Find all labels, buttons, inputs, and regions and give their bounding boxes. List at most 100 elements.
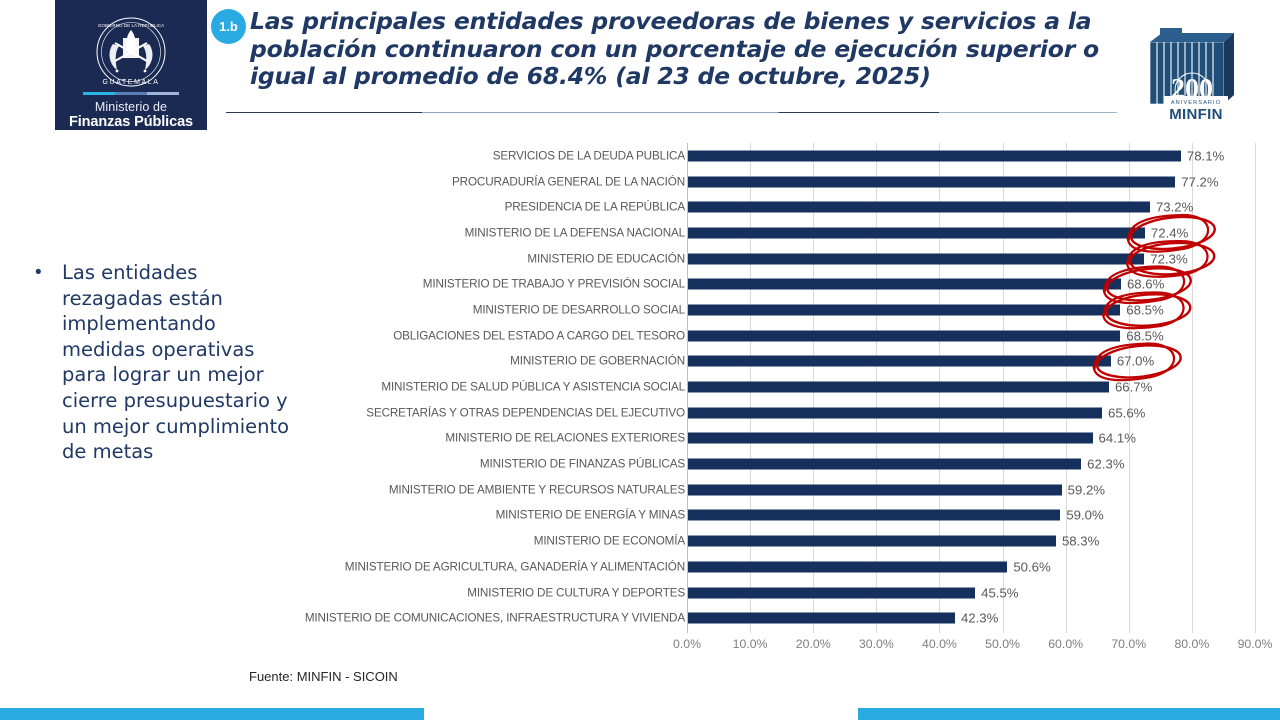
chart-bar — [688, 330, 1121, 342]
chart-value-label: 66.7% — [1114, 379, 1153, 395]
chart-category-label: MINISTERIO DE SALUD PÚBLICA Y ASISTENCIA… — [381, 380, 685, 394]
chart-category-label: MINISTERIO DE TRABAJO Y PREVISIÓN SOCIAL — [422, 277, 685, 291]
chart-bar — [688, 535, 1056, 547]
chart-value-label: 72.4% — [1150, 225, 1189, 241]
footer-bar-left — [0, 708, 424, 720]
guatemala-coat-of-arms-icon: GOBIERNO DE LA REPÚBLICA GUATEMALA — [93, 14, 169, 90]
chart-bar-row: MINISTERIO DE AMBIENTE Y RECURSOS NATURA… — [248, 477, 1258, 503]
chart-tick-label: 30.0% — [858, 637, 894, 651]
chart-bar-row: SERVICIOS DE LA DEUDA PUBLICA 78.1% — [248, 143, 1258, 169]
chart-bar — [688, 227, 1145, 239]
chart-value-label: 67.0% — [1116, 353, 1155, 369]
chart-bar-row: MINISTERIO DE SALUD PÚBLICA Y ASISTENCIA… — [248, 374, 1258, 400]
title-underline — [226, 112, 1117, 113]
chart-value-label: 59.0% — [1066, 507, 1104, 523]
chart-bar-row: MINISTERIO DE DESARROLLO SOCIAL 68.5% — [248, 297, 1258, 323]
chart-bar-row: MINISTERIO DE LA DEFENSA NACIONAL 72.4% — [248, 220, 1258, 246]
chart-category-label: MINISTERIO DE FINANZAS PÚBLICAS — [479, 457, 685, 471]
svg-text:GOBIERNO DE LA REPÚBLICA: GOBIERNO DE LA REPÚBLICA — [98, 22, 165, 28]
chart-category-label: SECRETARÍAS Y OTRAS DEPENDENCIAS DEL EJE… — [366, 406, 685, 420]
logo-divider — [83, 92, 179, 95]
chart-bar-row: MINISTERIO DE RELACIONES EXTERIORES 64.1% — [248, 426, 1258, 452]
svg-text:1825 - 2025: 1825 - 2025 — [1176, 123, 1217, 129]
chart-bar — [688, 355, 1111, 367]
chart-tick-label: 70.0% — [1111, 637, 1147, 651]
chart-value-label: 68.6% — [1126, 276, 1165, 292]
execution-percentage-bar-chart: SERVICIOS DE LA DEUDA PUBLICA 78.1% PROCUR… — [248, 140, 1272, 651]
chart-tick-label: 0.0% — [672, 637, 702, 651]
chart-category-label: MINISTERIO DE RELACIONES EXTERIORES — [445, 431, 685, 445]
chart-value-label: 77.2% — [1181, 174, 1219, 190]
chart-gridline — [1255, 143, 1256, 633]
chart-category-label: MINISTERIO DE DESARROLLO SOCIAL — [472, 303, 685, 317]
page-title: Las principales entidades proveedoras de… — [250, 7, 1100, 90]
chart-category-label: MINISTERIO DE COMUNICACIONES, INFRAESTRU… — [304, 611, 685, 625]
chart-value-label: 65.6% — [1108, 405, 1146, 421]
chart-value-label: 59.2% — [1067, 482, 1106, 498]
chart-bar — [688, 432, 1093, 444]
chart-y-axis — [687, 143, 688, 633]
chart-bar-row: MINISTERIO DE FINANZAS PÚBLICAS 62.3% — [248, 451, 1258, 477]
chart-value-label: 58.3% — [1061, 533, 1100, 549]
chart-bar — [688, 587, 976, 599]
chart-value-label: 62.3% — [1087, 456, 1125, 472]
chart-tick-label: 50.0% — [985, 637, 1020, 651]
chart-x-axis-ticks: 0.0% 10.0% 20.0% 30.0% 40.0% 50.0% 60.0% 70.0% 8… — [673, 637, 1272, 657]
bullet-text: Las entidades rezagadas están implementa… — [62, 261, 290, 464]
chart-category-label: PROCURADURÍA GENERAL DE LA NACIÓN — [452, 175, 685, 189]
chart-category-label: SERVICIOS DE LA DEUDA PUBLICA — [492, 149, 685, 163]
chart-value-label: 78.1% — [1186, 148, 1225, 164]
chart-bar — [688, 304, 1121, 316]
chart-gridline — [1128, 143, 1130, 633]
chart-bar — [688, 381, 1109, 393]
chart-category-label: OBLIGACIONES DEL ESTADO A CARGO DEL TESO… — [393, 329, 685, 343]
chart-bar — [688, 612, 955, 624]
chart-bar-row: MINISTERIO DE ENERGÍA Y MINAS 59.0% — [248, 503, 1258, 529]
chart-category-label: MINISTERIO DE EDUCACIÓN — [527, 252, 685, 266]
chart-bar-row: MINISTERIO DE CULTURA Y DEPORTES 45.5% — [248, 580, 1258, 606]
chart-bar — [688, 150, 1181, 162]
chart-tick-label: 90.0% — [1237, 637, 1273, 651]
chart-value-label: 45.5% — [981, 585, 1019, 601]
chart-tick-label: 60.0% — [1048, 637, 1084, 651]
chart-bar — [688, 278, 1121, 290]
chart-bar-row: MINISTERIO DE EDUCACIÓN 72.3% — [248, 246, 1258, 272]
chart-bar-row: MINISTERIO DE ECONOMÍA 58.3% — [248, 528, 1258, 554]
svg-text:MINFIN: MINFIN — [1169, 106, 1222, 123]
chart-bar-row: MINISTERIO DE TRABAJO Y PREVISIÓN SOCIAL… — [248, 271, 1258, 297]
chart-value-label: 72.3% — [1150, 251, 1188, 267]
chart-value-label: 64.1% — [1098, 430, 1136, 446]
chart-bar-row: PROCURADURÍA GENERAL DE LA NACIÓN 77.2% — [248, 169, 1258, 195]
chart-value-label: 73.2% — [1155, 199, 1194, 215]
chart-value-label: 68.5% — [1126, 302, 1164, 318]
chart-bar — [688, 458, 1082, 470]
chart-bar-rows: SERVICIOS DE LA DEUDA PUBLICA 78.1% PROCUR… — [248, 143, 1258, 631]
footer-bar-right — [858, 708, 1280, 720]
chart-bar — [688, 484, 1062, 496]
chart-category-label: PRESIDENCIA DE LA REPÚBLICA — [504, 200, 686, 214]
chart-category-label: MINISTERIO DE ENERGÍA Y MINAS — [495, 508, 686, 522]
minfin-200-anniversary-logo: 200 ANIVERSARIO MINFIN 1825 - 2025 — [1138, 24, 1246, 129]
chart-bar — [688, 176, 1176, 188]
chart-bar — [688, 407, 1102, 419]
chart-category-label: MINISTERIO DE AGRICULTURA, GANADERÍA Y A… — [344, 560, 685, 574]
chart-category-label: MINISTERIO DE AMBIENTE Y RECURSOS NATURA… — [388, 483, 685, 497]
commentary-bullet: • Las entidades rezagadas están implemen… — [35, 260, 290, 465]
chart-bar-row: MINISTERIO DE COMUNICACIONES, INFRAESTRU… — [248, 605, 1258, 631]
chart-bar-row: MINISTERIO DE AGRICULTURA, GANADERÍA Y A… — [248, 554, 1258, 580]
source-note: Fuente: MINFIN - SICOIN — [249, 669, 398, 684]
svg-text:GUATEMALA: GUATEMALA — [102, 79, 159, 86]
logo-line-1: Ministerio de — [94, 100, 168, 114]
logo-line-2: Finanzas Públicas — [68, 114, 193, 130]
chart-bar — [688, 253, 1145, 265]
chart-category-label: MINISTERIO DE LA DEFENSA NACIONAL — [464, 226, 686, 240]
svg-text:ANIVERSARIO: ANIVERSARIO — [1171, 100, 1221, 106]
chart-bar-row: PRESIDENCIA DE LA REPÚBLICA 73.2% — [248, 194, 1258, 220]
chart-tick-label: 40.0% — [922, 637, 957, 651]
slide-number-badge: 1.b — [211, 9, 246, 44]
chart-value-label: 50.6% — [1013, 559, 1051, 575]
chart-category-label: MINISTERIO DE CULTURA Y DEPORTES — [467, 586, 685, 600]
slide-header: GOBIERNO DE LA REPÚBLICA GUATEMALA Minis… — [0, 0, 1280, 135]
chart-tick-label: 10.0% — [732, 637, 768, 651]
chart-bar-row: SECRETARÍAS Y OTRAS DEPENDENCIAS DEL EJE… — [248, 400, 1258, 426]
